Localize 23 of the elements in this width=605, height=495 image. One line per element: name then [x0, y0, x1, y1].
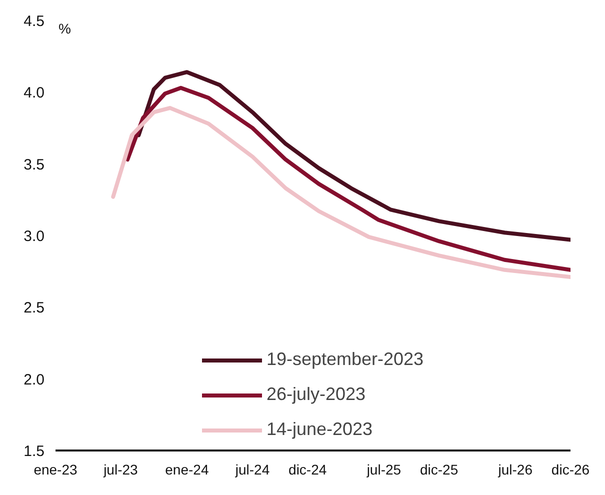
- x-tick-label: jul-26: [497, 462, 533, 478]
- y-tick-label: 2.0: [24, 371, 45, 388]
- legend-label: 14-june-2023: [266, 419, 373, 440]
- y-tick-label: 4.5: [24, 13, 45, 30]
- y-axis-title: %: [58, 20, 71, 36]
- y-tick-label: 2.5: [24, 300, 45, 317]
- x-tick-label: jul-24: [234, 462, 270, 478]
- legend-label: 26-july-2023: [266, 384, 366, 405]
- line-series: [126, 86, 570, 272]
- y-tick-label: 3.5: [24, 156, 45, 174]
- line-series: [111, 106, 570, 280]
- y-tick-label: 3.0: [24, 228, 45, 245]
- legend-label: 19-september-2023: [266, 349, 424, 370]
- line-series: [136, 70, 570, 242]
- y-tick-label: 1.5: [24, 443, 45, 460]
- x-tick-label: ene-24: [165, 462, 209, 478]
- x-tick-label: dic-25: [420, 462, 458, 478]
- x-tick-label: ene-23: [34, 462, 78, 478]
- x-tick-label: dic-26: [551, 462, 590, 478]
- y-tick-label: 4.0: [24, 84, 45, 102]
- x-tick-label: dic-24: [288, 462, 327, 478]
- x-tick-label: jul-25: [366, 462, 402, 478]
- x-tick-label: jul-23: [102, 462, 138, 478]
